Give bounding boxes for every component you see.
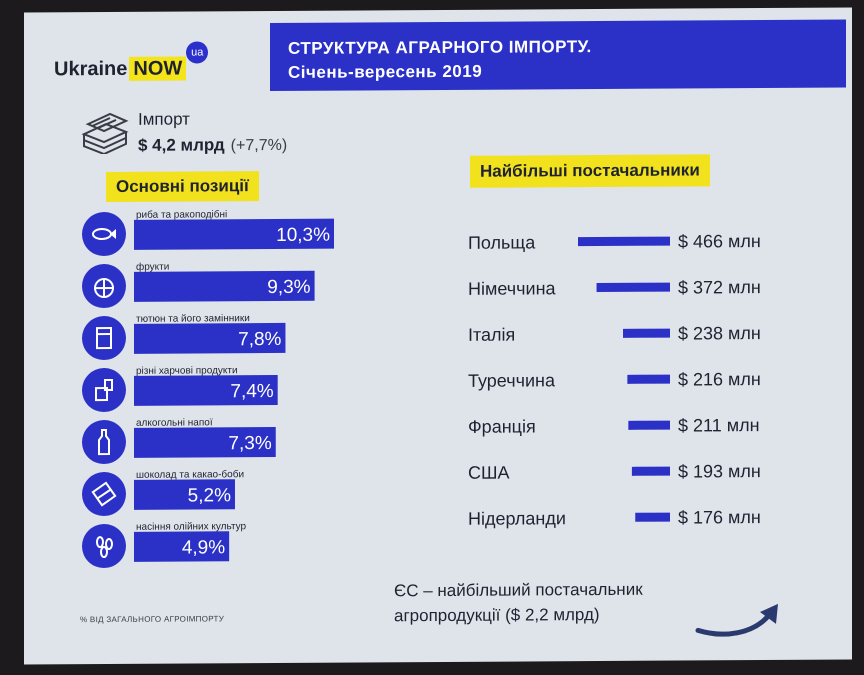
position-bar (134, 479, 235, 510)
category-icon-circle (82, 212, 126, 257)
money-stack-icon (81, 112, 129, 155)
supplier-country-нідерланди: Нідерланди (468, 508, 566, 529)
fish-icon (92, 228, 116, 241)
supplier-bar (628, 420, 670, 430)
category-label: насіння олійних культур (136, 521, 247, 533)
position-value-label: 5,2% (188, 485, 231, 506)
bottle-icon (98, 429, 110, 456)
supplier-bar (596, 282, 670, 293)
position-bar (134, 270, 315, 302)
supplier-country-туреччина: Туреччина (468, 370, 556, 391)
canned-food-icon (95, 378, 113, 402)
supplier-value-label: $ 193 млн (678, 461, 761, 482)
presentation-slide: Ukraine NOW ua СТРУКТУРА АГРАРНОГО ІМПОРТ… (24, 7, 852, 665)
position-value-label: 7,4% (230, 381, 273, 402)
supplier-country-франція: Франція (468, 416, 536, 436)
supplier-value-label: $ 372 млн (678, 277, 761, 298)
supplier-value-label: $ 176 млн (678, 507, 761, 528)
category-label: фрукти (136, 261, 169, 273)
orange-icon (94, 278, 114, 299)
supplier-bar (631, 466, 670, 476)
position-value-label: 7,8% (238, 329, 281, 350)
supplier-bar (623, 328, 671, 338)
seeds-icon (96, 536, 113, 559)
supplier-value-label: $ 216 млн (678, 369, 761, 390)
supplier-value-label: $ 238 млн (678, 323, 761, 344)
position-value-label: 7,3% (228, 433, 271, 454)
category-label: алкогольні напої (136, 417, 213, 428)
category-label: тютюн та його замінники (136, 313, 250, 325)
position-bar (134, 374, 278, 406)
position-value-label: 10,3% (276, 225, 330, 246)
category-label: різні харчові продукти (136, 365, 238, 377)
supplier-country-німеччина: Німеччина (468, 278, 557, 299)
positions-footnote: % ВІД ЗАГАЛЬНОГО АГРОІМПОРТУ (80, 614, 225, 625)
position-bar (134, 426, 276, 458)
eu-note-line2: агропродукції ($ 2,2 млрд) (394, 605, 600, 626)
position-bar (134, 218, 334, 250)
curved-arrow-icon (695, 603, 778, 637)
supplier-country-італія: Італія (468, 325, 515, 345)
category-icon-circle (82, 316, 126, 361)
supplier-value-label: $ 466 млн (678, 231, 761, 252)
supplier-bar (578, 236, 670, 247)
cigarette-pack-icon (96, 326, 112, 350)
position-value-label: 9,3% (267, 277, 310, 298)
supplier-country-сша: США (468, 463, 510, 483)
supplier-country-польща: Польща (468, 232, 536, 252)
position-bar (134, 322, 286, 354)
eu-note: ЄС – найбільший постачальник агропродукц… (394, 577, 643, 629)
eu-note-line1: ЄС – найбільший постачальник (394, 579, 643, 601)
import-charts: риба та ракоподібні 10,3% фрукти 9,3% тютюн … (82, 208, 761, 569)
supplier-bar (635, 512, 671, 522)
category-label: шоколад та какао-боби (136, 468, 244, 481)
category-icon-circle (82, 524, 126, 569)
category-icon-circle (82, 420, 126, 465)
position-value-label: 4,9% (182, 537, 225, 558)
position-bar (134, 531, 230, 562)
supplier-bar (627, 374, 670, 384)
chocolate-icon (91, 481, 117, 507)
supplier-value-label: $ 211 млн (678, 415, 760, 435)
category-label: риба та ракоподібні (136, 208, 227, 221)
